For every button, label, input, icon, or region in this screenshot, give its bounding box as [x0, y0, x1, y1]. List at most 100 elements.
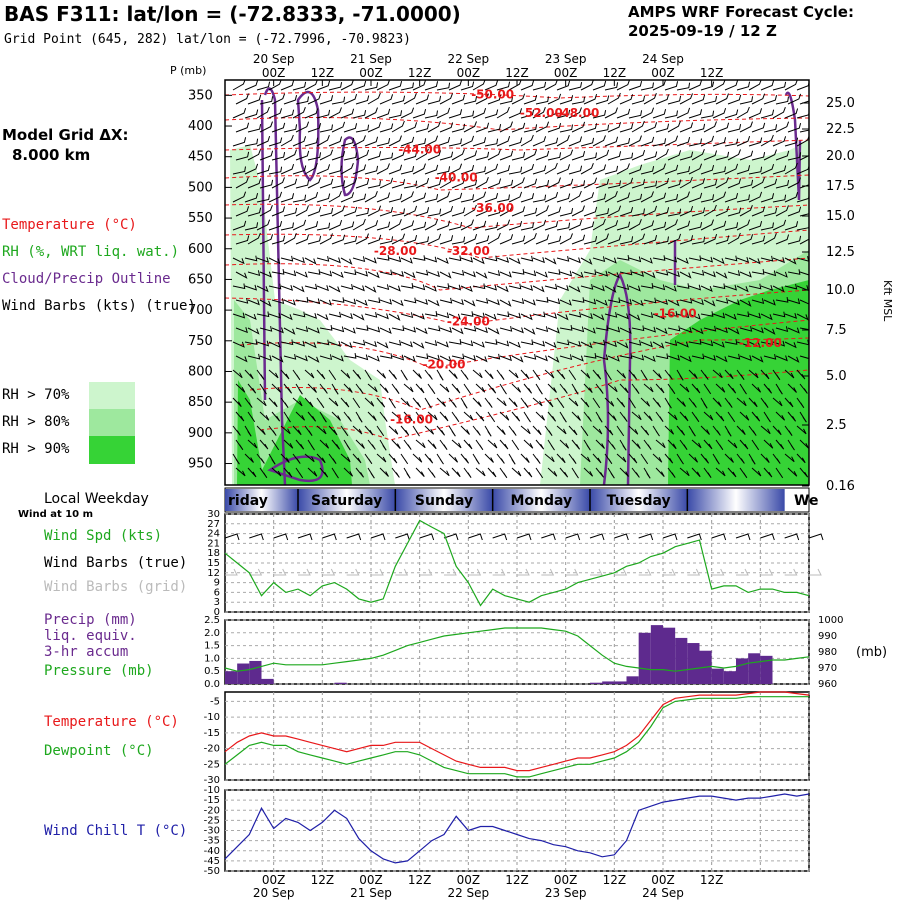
wind-barb	[604, 312, 618, 318]
wind-barb	[571, 271, 584, 279]
wind-barb	[319, 95, 334, 105]
wind-barb	[676, 220, 691, 231]
wind-barb	[559, 467, 569, 478]
wind-barb	[328, 453, 337, 464]
wind-barb	[412, 284, 426, 291]
wind-barb	[787, 327, 800, 334]
wind-barb	[388, 193, 403, 203]
wind-barb	[256, 135, 271, 147]
wind-barb	[592, 369, 602, 380]
wind-barb	[292, 257, 305, 264]
wind-barb	[328, 285, 341, 293]
wind-barb	[787, 93, 802, 105]
wind-barb	[427, 299, 440, 307]
height-axis-title: Kft MSL	[881, 280, 894, 322]
wind-barb	[463, 439, 473, 450]
wind-barb	[295, 121, 310, 133]
wind-barb	[676, 191, 690, 203]
wind-barb	[523, 178, 538, 189]
wind-barb	[343, 298, 357, 305]
wind-barb	[487, 299, 500, 306]
wind-barb	[232, 425, 241, 436]
wind-barb	[427, 325, 441, 332]
wind-barb	[775, 326, 789, 333]
wind-barb	[460, 164, 475, 175]
wind-barb	[724, 339, 738, 345]
wind-barb	[520, 109, 535, 119]
grid-wind-barb	[711, 568, 725, 576]
wind-barb	[379, 152, 394, 161]
date-label-bottom: 24 Sep	[642, 886, 684, 900]
wind-barb	[364, 136, 379, 147]
wind-barb	[376, 192, 391, 203]
time-tick-top: 12Z	[505, 66, 529, 80]
wind-barb	[415, 94, 430, 105]
wind-barb	[331, 411, 341, 421]
wind-barb	[592, 313, 605, 321]
precip-liq-label: liq. equiv.	[44, 628, 137, 644]
wind-barb	[595, 411, 603, 423]
wind-chill-tick: -40	[204, 846, 220, 857]
wind-barb	[376, 313, 389, 320]
wind-barb	[331, 467, 339, 479]
grid-wind-barb	[249, 568, 263, 576]
wind-barb	[607, 467, 615, 479]
wind-barb	[631, 149, 646, 161]
wind-barb	[679, 205, 694, 217]
surface-wind-barb	[687, 533, 702, 541]
wind-barb	[700, 340, 714, 347]
wind-barb	[643, 355, 656, 363]
wind-barb	[355, 299, 368, 307]
wind-barb	[520, 397, 529, 408]
wind-barb	[544, 312, 558, 319]
precip-bar	[602, 681, 615, 684]
wind-barb	[235, 383, 246, 393]
wind-barb	[352, 339, 366, 346]
wind-barb	[679, 271, 692, 279]
isotherm-label: -20.00	[423, 357, 466, 371]
wind-barb	[703, 121, 717, 133]
wind-barb	[607, 151, 622, 161]
isotherm-label: -50.00	[471, 87, 514, 101]
wind-barb	[427, 95, 442, 105]
wind-barb	[532, 397, 543, 407]
wind-barb	[676, 166, 691, 175]
wind-barb	[424, 164, 439, 175]
wind-barb	[235, 93, 249, 105]
wind-barb	[604, 425, 614, 436]
wind-barb	[736, 256, 750, 263]
wind-barb	[451, 383, 461, 394]
wind-barb	[631, 325, 645, 332]
wind-barb	[256, 219, 271, 231]
wind-barb	[439, 151, 454, 161]
wind-barb	[619, 467, 629, 477]
wind-barb	[316, 135, 330, 147]
wind-chill-tick: -10	[204, 785, 220, 796]
wind-barb	[631, 439, 641, 449]
wind-barb	[307, 411, 317, 422]
wind-barb	[259, 234, 274, 245]
wind-barb	[451, 327, 464, 335]
wind-barb	[295, 383, 303, 395]
wind-barb	[340, 425, 349, 437]
wind-barb	[412, 138, 427, 147]
pressure-tick: 750	[188, 334, 213, 349]
wind-barb	[568, 82, 583, 91]
wind-barb	[772, 311, 786, 318]
wind-barb	[364, 285, 377, 293]
wind-barb	[256, 106, 270, 119]
time-tick-top: 00Z	[554, 66, 578, 80]
wind-barb	[355, 124, 370, 133]
wind-barb	[715, 93, 729, 105]
wind-barb	[643, 93, 657, 105]
wind-barb	[496, 135, 511, 147]
time-tick-bottom: 12Z	[408, 873, 432, 887]
wind-barb	[331, 121, 346, 133]
wind-barb	[244, 425, 252, 437]
legend-rh90-swatch	[89, 436, 135, 464]
wind-barb	[283, 354, 297, 360]
precip-accum-label: 3-hr accum	[44, 644, 129, 660]
wind-10m-label: Wind at 10 m	[18, 509, 94, 520]
wind-barb	[331, 234, 346, 245]
weekday-name: Saturday	[311, 493, 382, 509]
